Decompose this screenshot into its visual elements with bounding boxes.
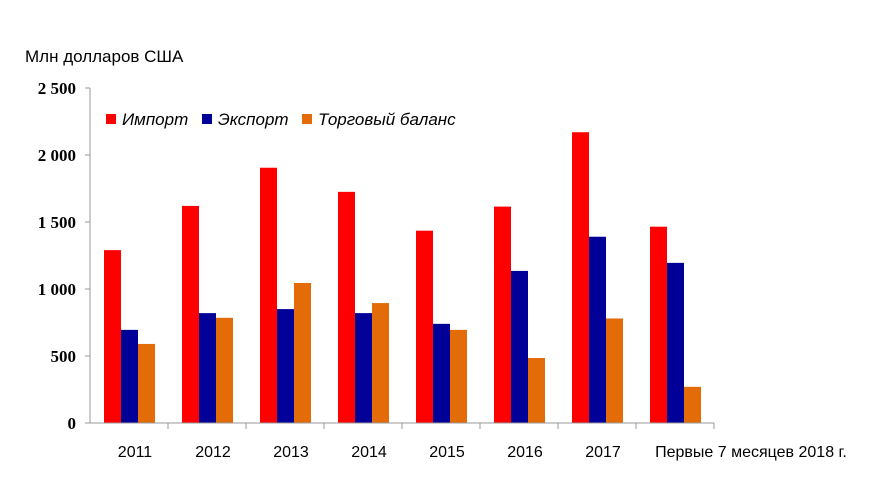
bar-Торговый баланс [606, 318, 623, 423]
y-tick-label: 2 000 [38, 146, 76, 165]
x-tick-label: 2013 [273, 444, 309, 461]
bar-Торговый баланс [294, 282, 311, 423]
legend-label: Импорт [122, 110, 188, 129]
bar-Экспорт [355, 313, 372, 423]
bar-Экспорт [667, 262, 684, 423]
x-tick-label: 2014 [351, 444, 387, 461]
legend-swatch [202, 114, 212, 124]
bar-Импорт [104, 250, 121, 423]
bar-Торговый баланс [138, 343, 155, 423]
bar-Экспорт [199, 313, 216, 423]
x-tick-label: Первые 7 месяцев 2018 г. [655, 444, 847, 461]
y-tick-label: 0 [68, 414, 77, 433]
bar-Импорт [494, 206, 511, 423]
bar-Экспорт [589, 236, 606, 423]
x-tick-label: 2015 [429, 444, 465, 461]
y-axis-label: Млн долларов США [25, 47, 184, 66]
bar-Импорт [416, 230, 433, 423]
x-tick-label: 2016 [507, 444, 543, 461]
bar-Импорт [338, 191, 355, 423]
x-tick-label: 2012 [195, 444, 231, 461]
bar-Экспорт [511, 270, 528, 423]
x-tick-label: 2011 [118, 444, 153, 461]
legend-label: Торговый баланс [318, 110, 456, 129]
y-tick-label: 2 500 [38, 79, 76, 98]
bar-Экспорт [433, 323, 450, 423]
legend-swatch [106, 114, 116, 124]
bar-Торговый баланс [684, 386, 701, 423]
y-tick-label: 1 000 [38, 280, 76, 299]
bar-Торговый баланс [372, 303, 389, 423]
bar-Импорт [650, 226, 667, 423]
legend-swatch [302, 114, 312, 124]
bar-Торговый баланс [216, 317, 233, 423]
bar-Импорт [572, 132, 589, 423]
bar-Импорт [182, 205, 199, 423]
x-tick-label: 2017 [585, 444, 621, 461]
bar-Экспорт [121, 329, 138, 423]
legend-label: Экспорт [218, 110, 289, 129]
y-tick-label: 500 [51, 347, 77, 366]
bar-Экспорт [277, 309, 294, 423]
bar-Импорт [260, 167, 277, 423]
bar-Торговый баланс [528, 358, 545, 423]
y-tick-label: 1 500 [38, 213, 76, 232]
bar-Торговый баланс [450, 329, 467, 423]
